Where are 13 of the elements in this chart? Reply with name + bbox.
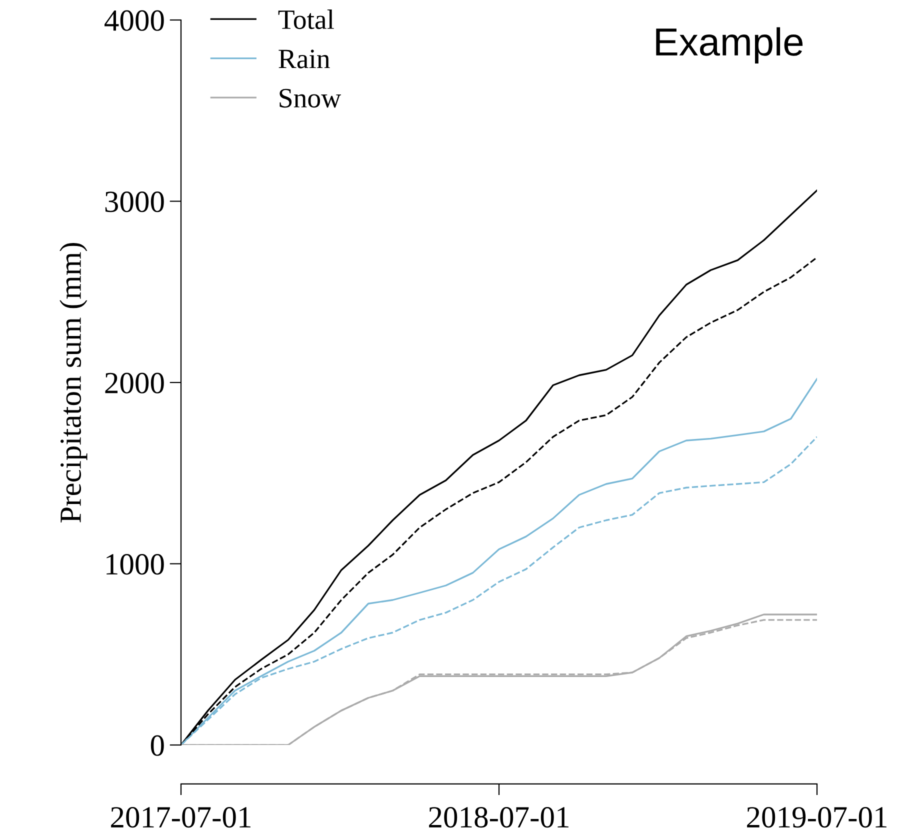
y-tick-label: 0 xyxy=(150,735,164,756)
legend-label: Snow xyxy=(280,88,342,108)
y-tick-label: 1000 xyxy=(106,554,164,575)
x-tick-label: 2018-07-01 xyxy=(429,806,568,828)
y-axis-title: Precipitaton sum (mm) xyxy=(60,242,88,522)
legend-label: Total xyxy=(278,10,334,30)
y-tick-label: 2000 xyxy=(105,372,164,394)
x-tick-label: 2019-07-01 xyxy=(747,806,886,828)
y-tick-label: 3000 xyxy=(105,192,164,212)
legend-label: Rain xyxy=(278,50,330,68)
y-tick-label: 4000 xyxy=(104,10,164,31)
annotation: Example xyxy=(656,27,803,64)
x-tick-label: 2017-07-01 xyxy=(111,806,250,828)
